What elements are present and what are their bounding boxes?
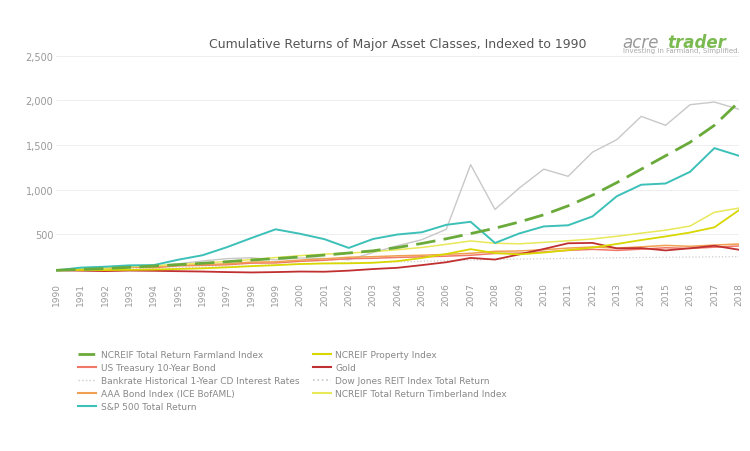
Title: Cumulative Returns of Major Asset Classes, Indexed to 1990: Cumulative Returns of Major Asset Classe… <box>209 38 586 51</box>
Text: Investing in Farmland, Simplified.: Investing in Farmland, Simplified. <box>622 47 740 53</box>
Text: trader: trader <box>667 34 726 52</box>
Legend: NCREIF Total Return Farmland Index, US Treasury 10-Year Bond, Bankrate Historica: NCREIF Total Return Farmland Index, US T… <box>74 347 511 415</box>
Text: acre: acre <box>622 34 659 52</box>
